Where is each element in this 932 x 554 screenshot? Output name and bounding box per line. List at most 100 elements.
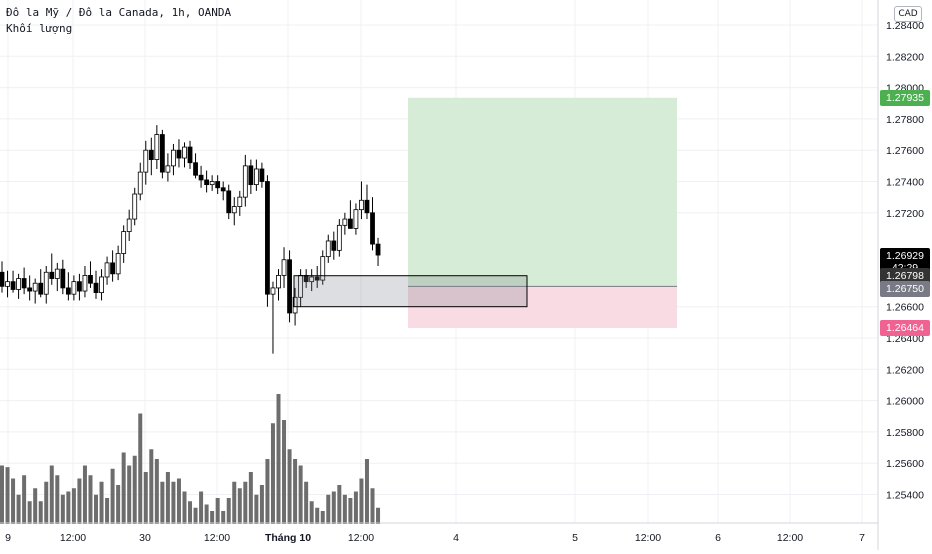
volume-bar <box>364 459 369 524</box>
profit-zone[interactable] <box>408 97 677 287</box>
price-tick-label: 1.25800 <box>886 427 924 439</box>
volume-bar <box>77 478 82 524</box>
volume-bar <box>376 507 381 524</box>
candle-up <box>5 281 10 287</box>
volume-bar <box>55 475 60 524</box>
candle-up <box>99 276 104 294</box>
candle-down <box>65 287 71 295</box>
volume-bar <box>116 485 121 524</box>
currency-badge[interactable]: CAD <box>894 6 922 22</box>
volume-bar <box>270 423 275 524</box>
candle-up <box>325 240 331 258</box>
candle-down <box>110 262 115 275</box>
price-tick-label: 1.26000 <box>886 396 924 408</box>
candle-up <box>237 196 243 207</box>
volume-bar <box>359 478 364 524</box>
time-tick-label: 7 <box>859 532 865 544</box>
candle-down <box>27 287 33 292</box>
volume-bar <box>287 449 292 524</box>
volume-bar <box>0 465 4 524</box>
time-tick-label: 6 <box>715 532 721 544</box>
volume-legend[interactable]: Khối lượng <box>6 22 73 35</box>
position-zones[interactable] <box>408 97 677 328</box>
volume-bar <box>165 472 170 524</box>
candle-down <box>187 146 193 164</box>
support-range-box[interactable] <box>293 275 528 308</box>
volume-bar <box>254 494 259 524</box>
time-tick-label: 5 <box>572 532 578 544</box>
candle-up <box>342 218 348 226</box>
candle-up <box>121 231 127 254</box>
last-price-value: 1.26929 <box>886 250 924 263</box>
volume-bars <box>0 394 381 524</box>
candle-up <box>32 282 38 292</box>
candle-up <box>54 268 60 279</box>
candle-down <box>265 181 270 295</box>
volume-bar <box>44 481 49 524</box>
candle-up <box>353 209 359 229</box>
candle-up <box>165 165 171 173</box>
candle-up <box>276 274 281 289</box>
time-tick-label: 12:00 <box>348 532 374 544</box>
price-tick-label: 1.25600 <box>886 458 924 470</box>
time-tick-label: 4 <box>453 532 459 544</box>
volume-bar <box>154 459 159 524</box>
time-tick-label: 12:00 <box>60 532 86 544</box>
volume-bar <box>232 481 237 524</box>
time-tick-label: 12:00 <box>635 532 661 544</box>
volume-bar <box>66 491 71 524</box>
volume-bar <box>11 478 16 524</box>
price-axis[interactable]: 1.284001.282001.280001.278001.276001.274… <box>886 20 924 502</box>
candle-down <box>370 212 375 245</box>
target-price-label: 1.27935 <box>880 89 930 106</box>
volume-bar <box>16 494 21 524</box>
volume-bar <box>182 491 187 524</box>
candle-up <box>309 276 315 283</box>
candle-up <box>71 281 77 295</box>
candle-up <box>43 271 49 295</box>
volume-bar <box>315 507 320 524</box>
candle-down <box>93 282 99 294</box>
candle-down <box>259 168 265 182</box>
volume-bar <box>5 467 10 524</box>
candle-down <box>204 179 210 186</box>
candle-up <box>231 206 237 214</box>
volume-bar <box>320 511 325 524</box>
candle-up <box>137 171 143 195</box>
volume-bar <box>88 475 93 524</box>
candle-up <box>209 181 215 186</box>
candle-down <box>314 276 320 281</box>
volume-bar <box>82 465 87 524</box>
time-tick-label: 12:00 <box>204 532 230 544</box>
candle-down <box>248 165 254 186</box>
candle-up <box>126 218 132 232</box>
volume-bar <box>221 511 226 524</box>
candle-up <box>182 146 187 159</box>
mid-price-label: 1.26750 <box>880 281 930 298</box>
candle-down <box>364 199 370 214</box>
volume-bar <box>259 485 264 524</box>
time-tick-label: 9 <box>5 532 11 544</box>
price-tick-label: 1.27600 <box>886 145 924 157</box>
candle-down <box>21 278 27 289</box>
volume-bar <box>353 491 358 524</box>
symbol-legend[interactable]: Đô la Mỹ / Đô la Canada, 1h, OANDA <box>6 6 232 19</box>
volume-bar <box>132 455 137 524</box>
volume-bar <box>298 465 303 524</box>
volume-bar <box>127 465 132 524</box>
volume-bar <box>38 501 43 524</box>
candle-down <box>375 243 381 256</box>
candlesticks <box>0 125 381 354</box>
time-axis[interactable]: 9 12:00 30 12:00 Tháng 10 12:00 4 5 12:00 6 12:00 7 <box>0 522 878 544</box>
volume-bar <box>237 488 242 524</box>
candle-up <box>171 149 176 167</box>
candle-down <box>347 218 353 229</box>
price-tick-label: 1.25400 <box>886 490 924 502</box>
price-tick-label: 1.27400 <box>886 177 924 189</box>
candle-down <box>148 149 154 160</box>
volume-bar <box>276 394 281 524</box>
time-tick-label: 12:00 <box>777 532 803 544</box>
candle-up <box>143 149 149 173</box>
